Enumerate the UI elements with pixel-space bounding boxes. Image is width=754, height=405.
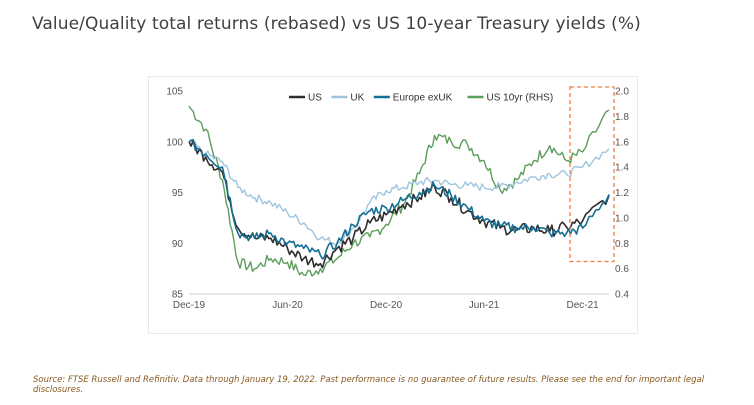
- x-tick-label: Jun-21: [469, 300, 500, 311]
- chart-series-layer: [188, 105, 610, 277]
- legend-item-uk: UK: [331, 93, 365, 104]
- legend-item-us: US: [289, 93, 322, 104]
- legend-label: UK: [350, 93, 364, 104]
- y-right-tick-label: 0.4: [615, 290, 629, 301]
- series-line-us-10yr-rhs: [188, 105, 610, 277]
- legend-label: Europe exUK: [393, 93, 453, 104]
- series-line-us: [188, 139, 610, 269]
- y-right-tick-label: 1.0: [615, 213, 629, 224]
- y-right-tick-label: 0.8: [615, 239, 629, 250]
- legend-label: US: [308, 93, 322, 104]
- y-left-tick-label: 95: [172, 188, 184, 199]
- x-tick-label: Dec-20: [370, 300, 403, 311]
- y-right-tick-label: 1.6: [615, 137, 629, 148]
- legend-item-europe-exuk: Europe exUK: [373, 93, 453, 104]
- chart-overlay: [569, 86, 615, 263]
- y-right-tick-label: 1.2: [615, 188, 629, 199]
- x-tick-label: Jun-20: [272, 300, 303, 311]
- y-right-tick-label: 1.8: [615, 112, 629, 123]
- y-left-tick-label: 105: [166, 87, 183, 98]
- highlight-box: [569, 86, 615, 263]
- series-line-europe-exuk: [188, 139, 610, 260]
- legend-item-us-10yr-rhs: US 10yr (RHS): [467, 93, 554, 104]
- chart-title: Value/Quality total returns (rebased) vs…: [32, 14, 641, 34]
- chart-frame: 85 90 95 100 105 0.4 0.6 0.8 1.0 1.2 1.4 1.6 1.8 2.0 D…: [148, 76, 638, 334]
- source-note: Source: FTSE Russell and Refinitiv. Data…: [33, 375, 705, 395]
- y-left-tick-label: 90: [172, 239, 184, 250]
- chart-legend: US UK Europe exUK US 10yr (RHS): [289, 93, 553, 104]
- x-tick-label: Dec-19: [173, 300, 206, 311]
- y-left-tick-label: 85: [172, 290, 184, 301]
- x-tick-label: Dec-21: [566, 300, 599, 311]
- legend-label: US 10yr (RHS): [487, 93, 554, 104]
- y-right-tick-label: 0.6: [615, 264, 629, 275]
- chart-axes: 85 90 95 100 105 0.4 0.6 0.8 1.0 1.2 1.4 1.6 1.8 2.0 D…: [166, 87, 629, 312]
- line-chart: 85 90 95 100 105 0.4 0.6 0.8 1.0 1.2 1.4 1.6 1.8 2.0 D…: [166, 86, 629, 312]
- y-right-tick-label: 1.4: [615, 163, 629, 174]
- series-line-uk: [188, 139, 610, 246]
- y-right-tick-label: 2.0: [615, 87, 629, 98]
- y-left-tick-label: 100: [166, 137, 183, 148]
